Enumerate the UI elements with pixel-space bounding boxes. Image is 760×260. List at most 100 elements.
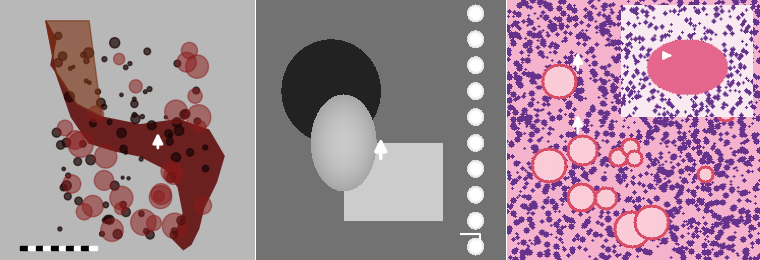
- Circle shape: [115, 203, 126, 214]
- Circle shape: [151, 184, 171, 205]
- Circle shape: [154, 191, 164, 202]
- Circle shape: [177, 216, 185, 225]
- Circle shape: [62, 181, 71, 191]
- Circle shape: [195, 197, 211, 214]
- Circle shape: [82, 196, 103, 217]
- Circle shape: [63, 175, 81, 193]
- Circle shape: [144, 228, 149, 234]
- Circle shape: [161, 161, 181, 181]
- Bar: [74, 246, 81, 250]
- Circle shape: [97, 98, 105, 107]
- Circle shape: [59, 52, 67, 61]
- Bar: [89, 246, 97, 250]
- Circle shape: [193, 87, 200, 94]
- Circle shape: [74, 197, 82, 205]
- Circle shape: [56, 141, 65, 149]
- Circle shape: [129, 80, 142, 93]
- Circle shape: [147, 121, 156, 130]
- Bar: [51, 246, 59, 250]
- Circle shape: [103, 202, 109, 208]
- Circle shape: [81, 52, 86, 58]
- Circle shape: [62, 167, 65, 171]
- Circle shape: [171, 228, 177, 234]
- Circle shape: [102, 57, 107, 62]
- Circle shape: [106, 215, 114, 224]
- Circle shape: [104, 216, 112, 224]
- Circle shape: [170, 231, 178, 239]
- Circle shape: [202, 165, 209, 172]
- Circle shape: [120, 145, 127, 153]
- Circle shape: [76, 204, 92, 220]
- Circle shape: [84, 48, 93, 58]
- Circle shape: [95, 89, 100, 94]
- Circle shape: [84, 58, 89, 64]
- Circle shape: [58, 227, 62, 231]
- Circle shape: [74, 158, 81, 165]
- Circle shape: [139, 157, 143, 161]
- Circle shape: [94, 145, 117, 168]
- Circle shape: [68, 132, 93, 157]
- Circle shape: [131, 100, 138, 108]
- Circle shape: [57, 120, 73, 136]
- Circle shape: [139, 211, 144, 217]
- Circle shape: [182, 109, 190, 118]
- Circle shape: [103, 218, 107, 223]
- Circle shape: [164, 116, 167, 119]
- Circle shape: [84, 79, 88, 83]
- Circle shape: [113, 53, 125, 65]
- Circle shape: [109, 38, 120, 48]
- Circle shape: [55, 32, 62, 39]
- Circle shape: [195, 121, 206, 132]
- Bar: [28, 246, 36, 250]
- Circle shape: [132, 113, 137, 117]
- Circle shape: [173, 118, 182, 127]
- Circle shape: [107, 120, 112, 125]
- Circle shape: [113, 230, 122, 239]
- Circle shape: [120, 93, 123, 96]
- Circle shape: [128, 62, 132, 66]
- Circle shape: [101, 219, 123, 242]
- Circle shape: [185, 55, 208, 78]
- Circle shape: [87, 81, 91, 84]
- Circle shape: [68, 67, 72, 70]
- Circle shape: [117, 128, 126, 138]
- Circle shape: [120, 201, 126, 208]
- Circle shape: [102, 104, 106, 109]
- Circle shape: [66, 131, 84, 149]
- Bar: [36, 246, 43, 250]
- Circle shape: [182, 42, 198, 59]
- Circle shape: [144, 90, 147, 94]
- Polygon shape: [46, 21, 102, 117]
- Circle shape: [110, 181, 119, 190]
- Circle shape: [188, 89, 202, 103]
- Circle shape: [171, 153, 180, 162]
- Circle shape: [122, 208, 130, 217]
- Circle shape: [65, 173, 71, 178]
- Circle shape: [174, 126, 184, 135]
- Circle shape: [174, 60, 181, 67]
- Circle shape: [131, 114, 140, 124]
- Circle shape: [60, 184, 67, 191]
- Circle shape: [166, 173, 176, 182]
- Circle shape: [141, 115, 144, 119]
- Bar: [21, 246, 28, 250]
- Circle shape: [203, 145, 207, 150]
- Circle shape: [131, 209, 156, 235]
- Circle shape: [168, 133, 173, 138]
- Polygon shape: [46, 21, 224, 250]
- Circle shape: [121, 176, 124, 179]
- Circle shape: [62, 138, 71, 147]
- Circle shape: [90, 120, 97, 127]
- Circle shape: [147, 87, 152, 92]
- Circle shape: [147, 216, 161, 230]
- Circle shape: [144, 48, 150, 55]
- Circle shape: [65, 92, 74, 102]
- Circle shape: [88, 106, 103, 122]
- Circle shape: [165, 100, 188, 123]
- Circle shape: [127, 177, 130, 180]
- Circle shape: [186, 149, 194, 156]
- Circle shape: [54, 58, 62, 67]
- Circle shape: [100, 231, 104, 236]
- Bar: [43, 246, 51, 250]
- Bar: [66, 246, 74, 250]
